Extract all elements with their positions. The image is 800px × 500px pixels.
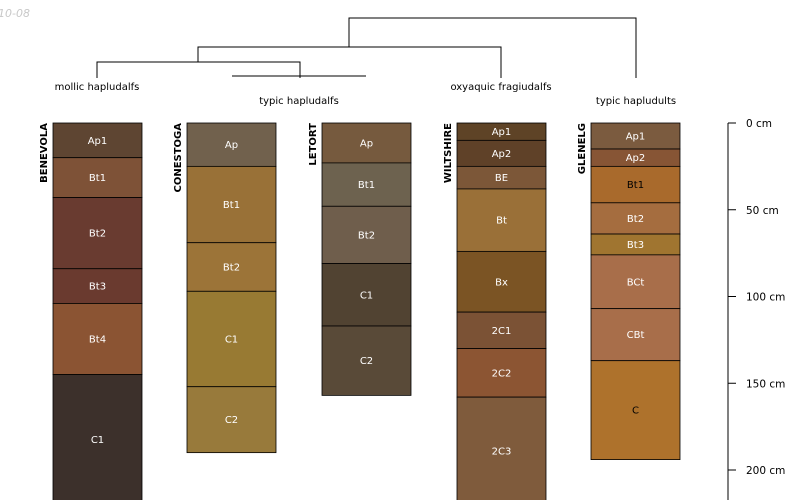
horizon-label: 2C1 [492,326,512,337]
horizon-label: CBt [627,330,645,341]
horizon-label: Bt1 [89,173,106,184]
depth-tick-label: 100 cm [746,292,785,304]
horizon-block [321,325,412,396]
horizon-label: C1 [91,435,104,446]
horizon-label: Bt1 [627,180,644,191]
horizon-block [321,263,412,327]
horizon-label: C2 [225,415,238,426]
horizon-label: Bt2 [223,263,240,274]
horizon-label: Ap2 [492,149,512,160]
horizon-label: 2C2 [492,368,512,379]
horizon-block [321,162,412,207]
horizon-block [186,122,277,167]
corner-text: 10-08 [0,7,30,20]
group-label: mollic hapludalfs [55,82,140,93]
horizon-block [321,122,412,164]
horizon-label: Bt2 [627,214,644,225]
horizon-label: C [632,406,639,417]
horizon-label: C2 [360,356,373,367]
horizon-label: Ap1 [492,127,512,138]
dendrogram [96,17,637,78]
horizon-label: Bt1 [223,200,240,211]
horizon-label: Bt1 [358,180,375,191]
horizon-label: BCt [627,277,645,288]
horizon-block [186,242,277,292]
horizon-block [590,202,681,235]
horizon-block [52,197,143,270]
horizon-block [321,205,412,264]
profile-name: LETORT [308,123,319,166]
profile-name: BENEVOLA [39,123,50,183]
profile-conestoga: CONESTOGA Ap Bt1 Bt2 C1 C2 [173,122,277,454]
profile-name: CONESTOGA [173,123,184,193]
horizon-label: Ap1 [626,132,646,143]
group-labels: mollic hapludalfs typic hapludalfs oxyaqui… [55,82,676,107]
profile-wiltshire: WILTSHIRE Ap1 Ap2 BE Bt Bx 2C1 2C2 2C3 [443,122,547,500]
horizon-block [590,254,681,310]
group-label: typic hapludults [596,96,676,107]
profile-glenelg: GLENELG Ap1 Ap2 Bt1 Bt2 Bt3 BCt CBt C [577,122,681,460]
horizon-block [186,165,277,244]
horizon-block [52,122,143,159]
depth-tick-label: 0 cm [746,118,772,130]
depth-tick-label: 50 cm [746,205,779,217]
horizon-block [456,396,547,500]
horizon-label: Ap2 [626,153,646,164]
horizon-block [456,139,547,167]
horizon-block [590,308,681,362]
horizon-label: Bt4 [89,335,106,346]
depth-tick-label: 200 cm [746,465,785,477]
horizon-block [456,250,547,313]
horizon-label: C1 [360,290,373,301]
horizon-block [590,360,681,460]
horizon-label: Bt2 [89,229,106,240]
horizon-block [52,303,143,375]
horizon-label: Bt3 [89,282,106,293]
horizon-block [52,268,143,304]
horizon-label: Bx [495,277,508,288]
horizon-label: Ap [360,138,373,149]
horizon-label: 2C3 [492,446,512,457]
depth-tick-label: 150 cm [746,378,785,390]
horizon-block [590,165,681,204]
group-label: typic hapludalfs [259,96,339,107]
horizon-label: Ap1 [88,136,108,147]
horizon-label: Bt3 [627,240,644,251]
horizon-label: BE [495,173,508,184]
profile-benevola: BENEVOLA Ap1 Bt1 Bt2 Bt3 Bt4 C1 [39,122,143,500]
horizon-block [590,122,681,150]
horizon-label: Bt2 [358,230,375,241]
dendrogram-branches [96,17,637,78]
horizon-label: C1 [225,335,238,346]
depth-axis: 0 cm 50 cm 100 cm 150 cm 200 cm [727,118,785,500]
horizon-block [456,311,547,349]
profile-name: GLENELG [577,123,588,174]
horizon-label: Ap [225,140,238,151]
profile-letort: LETORT Ap Bt1 Bt2 C1 C2 [308,122,412,396]
horizon-block [186,290,277,388]
horizon-block [456,348,547,398]
horizon-block [456,188,547,252]
horizon-block [52,374,143,500]
profile-name: WILTSHIRE [443,123,454,183]
horizon-block [186,386,277,454]
horizon-label: Bt [496,216,507,227]
group-label: oxyaquic fragiudalfs [450,82,551,93]
